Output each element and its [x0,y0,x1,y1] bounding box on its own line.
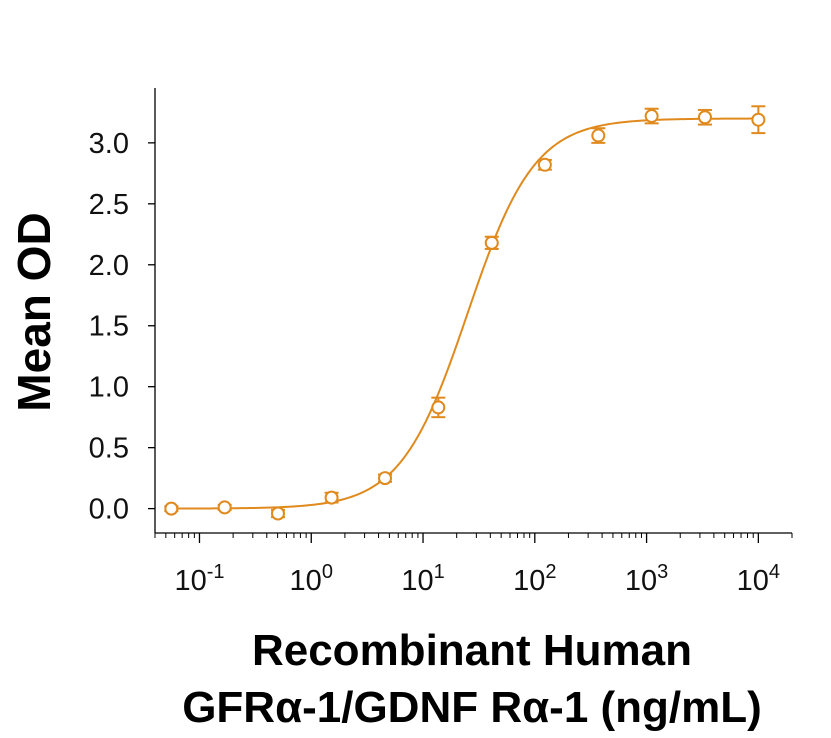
y-tick-label: 2.5 [89,189,129,221]
data-marker [217,500,232,515]
data-marker [164,501,179,516]
data-point [751,105,766,135]
x-tick-label: 102 [513,561,556,597]
data-point [431,396,446,419]
data-point [217,500,232,515]
x-tick-label: 10-1 [174,561,224,597]
data-marker [431,400,446,415]
data-point [697,108,712,126]
x-axis-label-line1: Recombinant Human [252,626,692,675]
x-tick-label: 101 [401,561,444,597]
axes: 0.0 0.5 1.0 1.5 2.0 2.5 3.0 10-1 100 101 102 103 104 [89,88,793,597]
data-point [484,235,499,250]
data-point [164,501,179,516]
data-marker [378,471,393,486]
y-tick-label: 0.5 [89,433,129,465]
data-point [378,471,393,486]
data-marker [644,109,659,124]
y-axis-label: Mean OD [8,212,60,411]
y-tick-label: 0.0 [89,494,129,526]
x-tick-label: 103 [625,561,668,597]
y-tick-label: 2.0 [89,250,129,282]
fit-curve-line [171,117,759,510]
data-marker [591,128,606,143]
y-tick-label: 1.0 [89,372,129,404]
data-point [324,490,339,505]
data-point [644,107,659,125]
y-tick-label: 3.0 [89,128,129,160]
data-marker [324,490,339,505]
x-tick-label: 100 [290,561,333,597]
x-axis-label-line2: GFRα-1/GDNF Rα-1 (ng/mL) [182,683,762,732]
data-point [270,506,285,521]
data-marker [751,112,766,127]
y-tick-label: 1.5 [89,311,129,343]
data-point [591,127,606,144]
data-marker [484,235,499,250]
fit-curve-layer [171,117,759,510]
data-point [537,157,552,172]
data-marker [697,110,712,125]
x-tick-label: 104 [737,561,780,597]
data-marker [270,506,285,521]
data-points-layer [164,105,766,521]
data-marker [537,157,552,172]
